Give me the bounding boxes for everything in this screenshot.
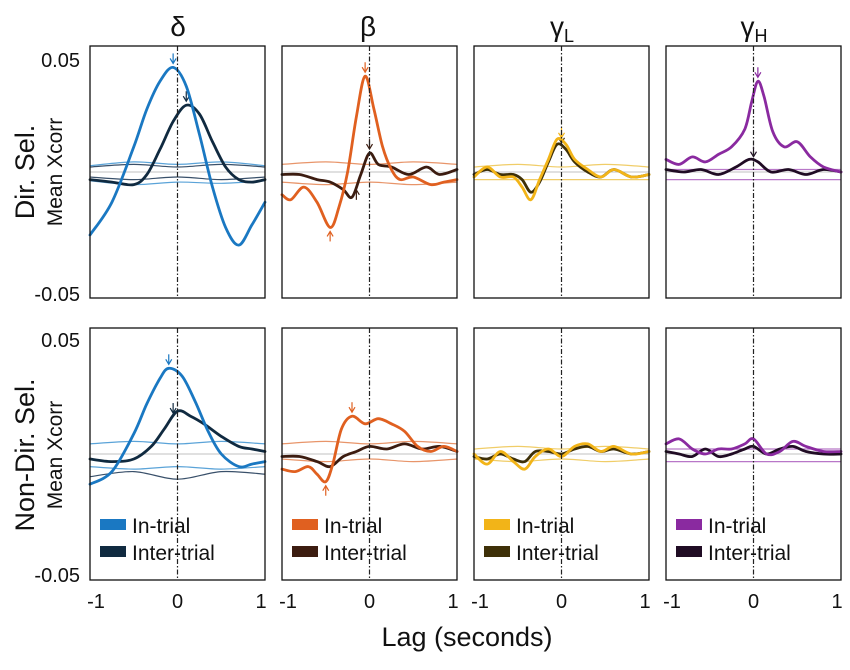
col-title-beta: β <box>360 11 376 42</box>
legend-label-inter-trial: Inter-trial <box>708 542 791 565</box>
ytick-bottom-row0: -0.05 <box>34 284 80 306</box>
col-title-delta: δ <box>170 11 186 42</box>
panel-frame <box>89 45 266 299</box>
legend-label-in-trial: In-trial <box>132 515 190 538</box>
peak-arrow-head <box>165 359 173 366</box>
ytick-top-row1: 0.05 <box>41 330 80 352</box>
inter-trial-line <box>280 151 459 200</box>
peak-arrow-head <box>169 407 177 415</box>
panel-delta-row1: In-trial Inter-trial <box>88 327 267 581</box>
shuffle-line <box>473 163 650 168</box>
shuffle-line <box>89 163 266 168</box>
legend-swatch-in-trial <box>484 519 510 530</box>
panel-frame <box>281 45 458 299</box>
peak-arrow-head <box>326 230 334 237</box>
peak-arrow-head <box>754 71 762 79</box>
panel-gammaH-row1: In-trial Inter-trial <box>664 327 843 581</box>
xtick-label: 1 <box>831 591 842 613</box>
legend-swatch-in-trial <box>676 519 702 530</box>
panel-frame <box>473 45 650 299</box>
xtick-label: 0 <box>748 591 759 613</box>
legend-swatch-inter-trial <box>100 546 126 557</box>
panel-delta-row0 <box>88 45 267 299</box>
xtick-label: -1 <box>87 591 105 613</box>
in-trial-line <box>472 442 651 471</box>
in-trial-line <box>88 65 267 247</box>
in-trial-line <box>664 79 843 174</box>
xtick-label: 0 <box>172 591 183 613</box>
in-trial-line <box>472 137 651 202</box>
xtick-label: 0 <box>556 591 567 613</box>
legend-swatch-in-trial <box>292 519 318 530</box>
legend-label-in-trial: In-trial <box>324 515 382 538</box>
inter-trial-line <box>88 103 267 187</box>
peak-arrow-head <box>365 143 374 151</box>
xtick-label: -1 <box>471 591 489 613</box>
panel-gammaL-row0 <box>472 45 651 299</box>
legend-swatch-inter-trial <box>676 546 702 557</box>
row-label-non-dir-sel: Non-Dir. Sel. <box>10 378 40 531</box>
row-ylabel-dir-sel: Mean Xcorr <box>44 118 67 227</box>
inter-trial-line <box>664 444 843 459</box>
in-trial-line <box>664 437 843 457</box>
col-title-gamma-low: γL <box>550 11 574 46</box>
legend-label-inter-trial: Inter-trial <box>516 542 599 565</box>
x-axis-label: Lag (seconds) <box>381 622 552 652</box>
panel-gammaH-row0 <box>664 45 843 299</box>
legend-label-inter-trial: Inter-trial <box>324 542 407 565</box>
ytick-bottom-row1: -0.05 <box>34 565 80 587</box>
peak-arrow-head <box>348 406 356 414</box>
panel-frame <box>281 327 458 581</box>
panel-beta-row1: In-trial Inter-trial <box>280 327 459 581</box>
in-trial-line <box>88 366 267 486</box>
peak-arrow-head <box>749 151 758 158</box>
in-trial-line <box>280 74 459 229</box>
panel-frame <box>665 45 842 299</box>
panels-layer: In-trialInter-trialIn-trialInter-trialIn… <box>87 45 843 613</box>
row-label-dir-sel: Dir. Sel. <box>10 125 40 220</box>
panel-beta-row0 <box>280 45 459 299</box>
legend-label-in-trial: In-trial <box>516 515 574 538</box>
legend-swatch-inter-trial <box>484 546 510 557</box>
xtick-label: 1 <box>639 591 650 613</box>
panel-frame <box>473 327 650 581</box>
xtick-label: 1 <box>255 591 266 613</box>
panel-frame <box>665 327 842 581</box>
panel-frame <box>89 327 266 581</box>
inter-trial-line <box>664 157 843 176</box>
peak-arrow-head <box>322 484 330 492</box>
peak-arrow-head <box>352 188 360 196</box>
panel-gammaL-row1: In-trial Inter-trial <box>472 327 651 581</box>
xtick-label: -1 <box>663 591 681 613</box>
row-ylabel-non-dir-sel: Mean Xcorr <box>44 401 67 510</box>
col-title-gamma-high: γH <box>741 11 768 46</box>
ytick-top-row0: 0.05 <box>41 50 80 72</box>
xtick-label: 1 <box>447 591 458 613</box>
peak-arrow-head <box>182 95 190 103</box>
xtick-label: -1 <box>279 591 297 613</box>
xtick-label: 0 <box>364 591 375 613</box>
peak-arrow-head <box>361 66 369 74</box>
legend-swatch-in-trial <box>100 519 126 530</box>
peak-arrow-head <box>169 58 177 65</box>
in-trial-line <box>280 414 459 484</box>
legend-label-inter-trial: Inter-trial <box>132 542 215 565</box>
legend-swatch-inter-trial <box>292 546 318 557</box>
legend-label-in-trial: In-trial <box>708 515 766 538</box>
inter-trial-line <box>88 409 267 463</box>
